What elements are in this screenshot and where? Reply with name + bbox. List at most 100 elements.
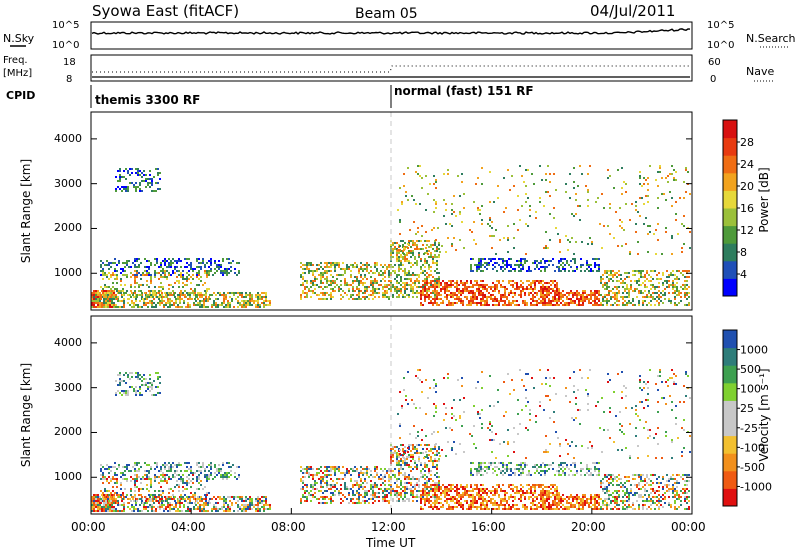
velocity-cell (115, 380, 117, 382)
velocity-cell (169, 502, 171, 504)
velocity-cell (320, 478, 322, 480)
power-cell (145, 304, 147, 306)
power-cell (688, 304, 690, 306)
power-cell (512, 284, 514, 286)
power-cell (685, 169, 687, 171)
velocity-cell (392, 452, 394, 454)
velocity-cell (190, 496, 192, 498)
velocity-cell (154, 480, 156, 482)
power-cell (422, 286, 424, 288)
power-cell (422, 280, 424, 282)
velocity-cell (223, 504, 225, 506)
power-cell (382, 296, 384, 298)
velocity-cell (229, 506, 231, 508)
power-cell (512, 302, 514, 304)
power-cell (220, 270, 222, 272)
power-cell (442, 300, 444, 302)
power-cell (229, 302, 231, 304)
velocity-cell (156, 462, 158, 464)
power-cell (161, 300, 163, 302)
power-cell (126, 290, 128, 292)
velocity-cell (144, 462, 146, 464)
power-cell (484, 294, 486, 296)
velocity-cell (318, 498, 320, 500)
velocity-cell (316, 472, 318, 474)
power-cell (422, 248, 424, 250)
power-cell (223, 292, 225, 294)
power-cell (322, 288, 324, 290)
power-cell (652, 284, 654, 286)
power-cell (618, 300, 620, 302)
power-cell (545, 173, 547, 175)
power-cell (119, 170, 121, 172)
velocity-cell (216, 468, 218, 470)
power-cell (524, 304, 526, 306)
power-cell (582, 302, 584, 304)
power-cell (330, 262, 332, 264)
power-cell (186, 292, 188, 294)
power-cell (386, 290, 388, 292)
power-cell (198, 262, 200, 264)
power-cell (356, 266, 358, 268)
velocity-cell (115, 392, 117, 394)
velocity-cell (161, 504, 163, 506)
velocity-cell (376, 472, 378, 474)
velocity-cell (127, 376, 129, 378)
power-cell (543, 247, 545, 249)
power-cell (372, 282, 374, 284)
velocity-cell (174, 470, 176, 472)
power-cell (460, 290, 462, 292)
power-cell (682, 270, 684, 272)
power-cell (420, 304, 422, 306)
power-cell (629, 253, 631, 255)
velocity-cell (201, 500, 203, 502)
velocity-cell (414, 486, 416, 488)
power-cell (430, 284, 432, 286)
power-cell (172, 286, 174, 288)
power-cell (424, 262, 426, 264)
power-cell (425, 247, 427, 249)
power-cell (532, 280, 534, 282)
velocity-cell (314, 482, 316, 484)
power-cell (435, 203, 437, 205)
velocity-cell (177, 500, 179, 502)
velocity-cell (164, 476, 166, 478)
velocity-cell (166, 496, 168, 498)
power-cell (542, 290, 544, 292)
power-cell (386, 296, 388, 298)
power-cell (101, 304, 103, 306)
power-cell (546, 260, 548, 262)
power-cell (99, 306, 101, 308)
velocity-cell (412, 500, 414, 502)
power-cell (526, 260, 528, 262)
velocity-cell (306, 484, 308, 486)
power-cell (348, 288, 350, 290)
velocity-cell (153, 498, 155, 500)
power-cell (151, 190, 153, 192)
velocity-cell (326, 490, 328, 492)
velocity-cell (412, 444, 414, 446)
velocity-cell (251, 500, 253, 502)
power-cell (421, 235, 423, 237)
power-cell (584, 298, 586, 300)
power-cell (116, 264, 118, 266)
power-cell (568, 302, 570, 304)
velocity-cell (95, 502, 97, 504)
power-cell (598, 292, 600, 294)
velocity-cell (166, 482, 168, 484)
power-cell (622, 298, 624, 300)
velocity-cell (102, 482, 104, 484)
power-cell (484, 304, 486, 306)
power-cell (524, 302, 526, 304)
velocity-cell (344, 482, 346, 484)
velocity-cell (169, 504, 171, 506)
power-cell (330, 282, 332, 284)
power-cell (510, 258, 512, 260)
velocity-cell (360, 470, 362, 472)
power-cell (259, 296, 261, 298)
velocity-cell (126, 494, 128, 496)
velocity-cell (170, 466, 172, 468)
power-cell (596, 270, 598, 272)
velocity-cell (257, 496, 259, 498)
power-cell (550, 304, 552, 306)
